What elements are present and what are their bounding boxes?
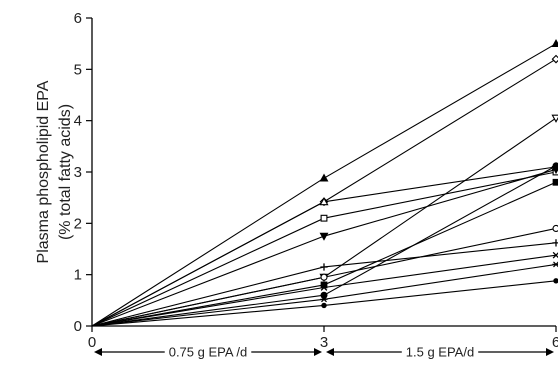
y-tick-label: 2 [74,215,82,232]
series-5 [91,168,558,327]
y-tick-label: 4 [74,113,82,130]
ticks: 0 1 2 3 4 5 6 0 3 6 [74,10,558,351]
data-point [552,178,558,186]
data-point [551,39,558,48]
series-7 [91,162,558,327]
y-tick-label: 3 [74,164,82,181]
y-tick-label: 6 [74,10,82,27]
arrowhead-right [314,348,322,356]
arrowhead-left [326,348,334,356]
data-point [551,54,558,64]
series-4 [91,162,558,327]
data-point [320,284,328,291]
data-point [552,261,558,268]
series-6 [91,166,558,327]
data-point [319,173,329,182]
data-point [551,114,558,123]
series-line [91,166,557,327]
y-tick-label: 0 [74,318,82,335]
series-9 [91,224,558,327]
y-axis-label-line2: (% total fatty acids) [57,104,74,240]
data-point [552,239,558,247]
dose-range-1: 0.75 g EPA /d [94,345,322,360]
y-axis-label: Plasma phospholipid EPA [35,80,52,263]
arrowhead-left [94,348,102,356]
series-group [91,39,558,327]
y-tick-label: 1 [74,267,82,284]
data-point [320,273,328,281]
arrowhead-right [546,348,554,356]
dose-range-2: 1.5 g EPA/d [326,345,554,360]
data-point [552,224,558,233]
data-point [552,162,558,170]
data-point [321,302,327,309]
data-point [319,197,329,206]
dose-ranges: 0.75 g EPA /d 1.5 g EPA/d [94,345,554,360]
dose-range-label: 1.5 g EPA/d [406,345,474,360]
series-13 [91,278,558,327]
data-point [320,291,328,299]
series-1 [91,39,558,327]
data-point [320,214,328,222]
series-10 [91,239,558,327]
data-point [320,263,328,271]
data-point [553,278,558,284]
data-point [319,232,329,241]
x-tick-label: 3 [320,334,328,351]
data-point [320,296,328,303]
x-tick-label: 6 [552,334,558,351]
series-line [91,168,557,327]
x-tick-label: 0 [88,334,96,351]
dose-range-label: 0.75 g EPA /d [169,345,248,360]
y-tick-label: 5 [74,61,82,78]
